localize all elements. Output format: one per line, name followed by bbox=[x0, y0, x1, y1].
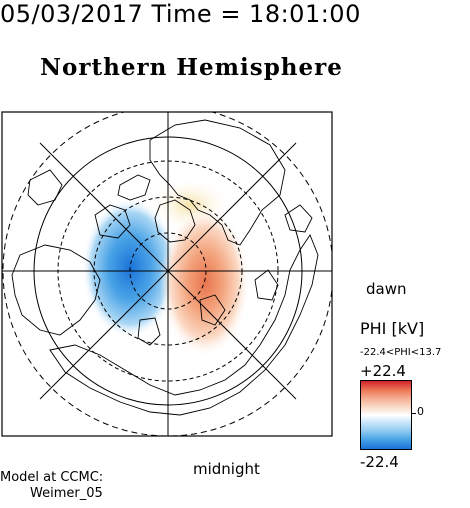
colorbar-min-label: -22.4 bbox=[360, 453, 399, 471]
polar-potential-map bbox=[1, 111, 333, 437]
dawn-label: dawn bbox=[366, 280, 407, 298]
colorbar-title: PHI [kV] bbox=[360, 319, 425, 338]
model-name: Weimer_05 bbox=[30, 486, 103, 501]
colorbar-zero-tick bbox=[412, 413, 416, 414]
midnight-label: midnight bbox=[193, 460, 260, 478]
coastlines bbox=[11, 119, 319, 416]
date-time-header: 05/03/2017 Time = 18:01:00 bbox=[0, 0, 361, 28]
colorbar-range: -22.4<PHI<13.7 bbox=[360, 347, 442, 358]
colorbar-zero-label: 0 bbox=[417, 405, 424, 418]
colorbar bbox=[360, 380, 412, 450]
positive-potential-cell bbox=[160, 207, 250, 357]
model-credit: Model at CCMC: bbox=[0, 470, 104, 485]
colorbar-max-label: +22.4 bbox=[360, 362, 406, 380]
plot-title: Northern Hemisphere bbox=[40, 54, 343, 81]
